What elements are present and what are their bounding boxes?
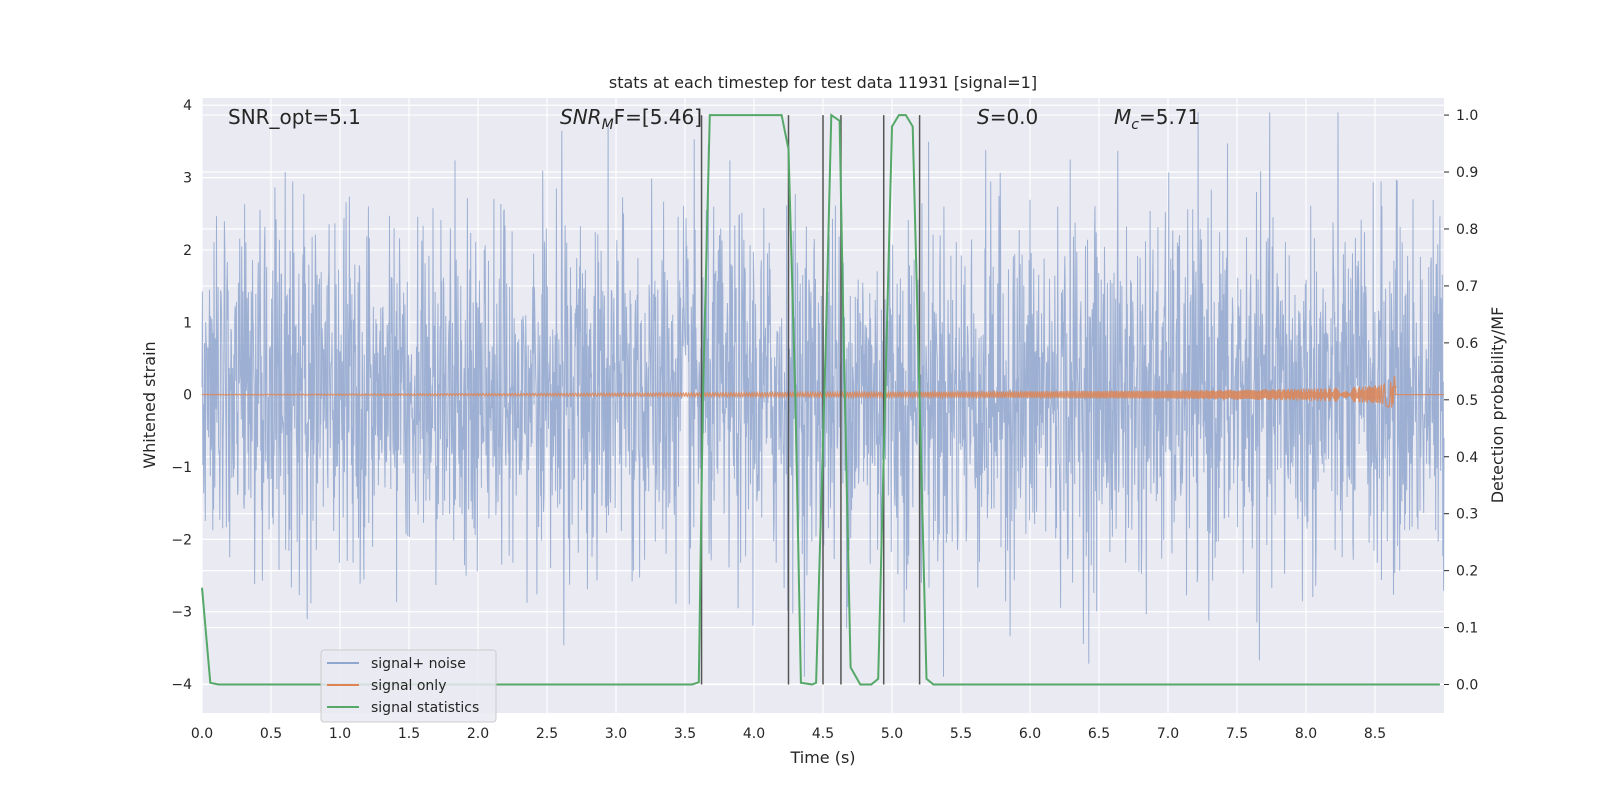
x-tick-label: 7.5 xyxy=(1226,726,1248,742)
annotation-mc-sub: c xyxy=(1131,117,1139,133)
legend-label-signal-only: signal only xyxy=(371,678,446,694)
stat-layer xyxy=(201,113,1440,686)
legend-box xyxy=(320,649,497,723)
legend-label-signal-noise: signal+ noise xyxy=(371,656,466,672)
annotation-snr-mf: SNRMF=[5.46] xyxy=(560,105,702,133)
series-signal-only-line xyxy=(201,375,1444,409)
y2-tick-label: 0.1 xyxy=(1456,621,1478,637)
x-tick-label: 3.5 xyxy=(674,726,696,742)
legend-label-signal-statistics: signal statistics xyxy=(371,700,479,716)
annotation-snr-mf-rest: F=[5.46] xyxy=(614,105,702,129)
y2-tick-label: 0.5 xyxy=(1456,393,1478,409)
y-tick-label: 3 xyxy=(183,171,192,187)
y2-tick-label: 0.0 xyxy=(1456,678,1478,694)
y2-tick-label: 1.0 xyxy=(1456,108,1478,124)
annotation-snr-mf-main: SNR xyxy=(560,105,602,129)
annotation-s-main: S xyxy=(977,105,990,129)
x-tick-label: 8.5 xyxy=(1364,726,1386,742)
y2-tick-label: 0.4 xyxy=(1456,450,1478,466)
y2-tick-label: 0.6 xyxy=(1456,336,1478,352)
x-tick-label: 1.0 xyxy=(329,726,351,742)
y2-tick-label: 0.3 xyxy=(1456,507,1478,523)
x-tick-label: 2.5 xyxy=(536,726,558,742)
x-tick-label: 3.0 xyxy=(605,726,627,742)
x-tick-label: 5.0 xyxy=(881,726,903,742)
y-tick-label: 0 xyxy=(183,388,192,404)
y-tick-label: −1 xyxy=(171,460,192,476)
y2-tick-label: 0.9 xyxy=(1456,165,1478,181)
x-tick-label: 5.5 xyxy=(950,726,972,742)
x-tick-label: 6.0 xyxy=(1019,726,1041,742)
y-tick-label: −2 xyxy=(171,532,192,548)
annotation-mc-rest: =5.71 xyxy=(1139,105,1200,129)
tick-layer: 0.0 0.5 1.0 1.5 2.0 2.5 3.0 3.5 4.0 4.5 5.0 5.5 6.0 6… xyxy=(171,98,1478,742)
annotation-mc: Mc=5.71 xyxy=(1114,105,1200,133)
y-tick-label: 4 xyxy=(183,98,192,114)
annotation-snr-opt: SNR_opt=5.1 xyxy=(228,105,361,129)
x-tick-label: 7.0 xyxy=(1157,726,1179,742)
y-axis-label: Whitened strain xyxy=(140,341,159,468)
annotation-snr-mf-sub: M xyxy=(602,117,614,133)
vline-layer xyxy=(700,115,921,685)
x-axis-label: Time (s) xyxy=(789,748,855,767)
series-signal-statistics-line xyxy=(201,113,1440,686)
x-tick-label: 4.0 xyxy=(743,726,765,742)
x-tick-label: 1.5 xyxy=(398,726,420,742)
y-tick-label: −4 xyxy=(171,677,192,693)
y2-tick-label: 0.8 xyxy=(1456,222,1478,238)
annotation-mc-main: M xyxy=(1114,105,1131,129)
y2-axis-label: Detection probability/MF xyxy=(1488,307,1507,504)
x-tick-label: 8.0 xyxy=(1295,726,1317,742)
y-tick-label: 2 xyxy=(183,243,192,259)
x-tick-label: 2.0 xyxy=(467,726,489,742)
y-tick-label: 1 xyxy=(183,315,192,331)
x-tick-label: 4.5 xyxy=(812,726,834,742)
x-tick-label: 6.5 xyxy=(1088,726,1110,742)
chirp-layer xyxy=(201,375,1444,409)
x-tick-label: 0.5 xyxy=(260,726,282,742)
y2-tick-label: 0.2 xyxy=(1456,564,1478,580)
annotation-s-rest: =0.0 xyxy=(990,105,1039,129)
legend: signal+ noise signal only signal statist… xyxy=(320,649,497,723)
y2-tick-label: 0.7 xyxy=(1456,279,1478,295)
annotation-s: S=0.0 xyxy=(977,105,1038,129)
x-tick-label: 0.0 xyxy=(191,726,213,742)
chart-title: stats at each timestep for test data 119… xyxy=(609,73,1037,92)
y-tick-label: −3 xyxy=(171,605,192,621)
